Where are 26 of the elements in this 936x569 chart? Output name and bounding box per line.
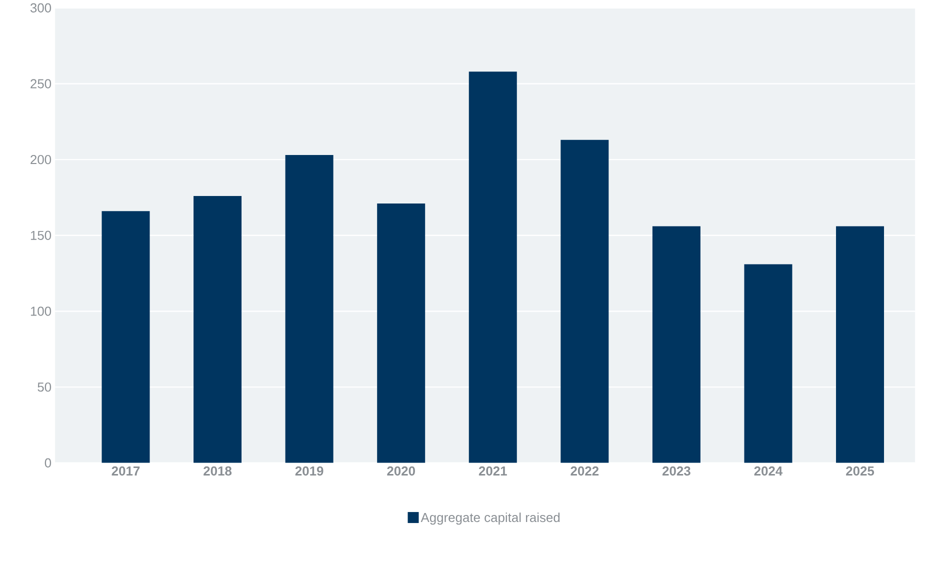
bar	[468, 72, 517, 463]
bar	[194, 196, 242, 463]
x-tick-label: 2017	[112, 466, 140, 476]
y-tick-label: 100	[30, 306, 52, 316]
y-tick-label: 50	[38, 382, 52, 392]
y-tick-label: 300	[30, 3, 52, 12]
x-tick-label: 2021	[478, 466, 507, 476]
x-tick-label: 2019	[295, 466, 324, 476]
bar	[560, 140, 609, 463]
y-tick-label: 0	[44, 458, 52, 468]
y-tick-label: 150	[30, 230, 52, 240]
bar	[102, 211, 150, 463]
legend-label: Aggregate capital raised	[420, 512, 560, 525]
x-tick-label: 2018	[204, 466, 232, 476]
x-tick-label: 2022	[570, 466, 599, 476]
bar	[744, 264, 792, 463]
x-tick-label: 2020	[387, 466, 415, 476]
bar	[377, 204, 426, 463]
y-tick-label: 200	[30, 154, 52, 164]
bar	[836, 226, 884, 463]
bar	[652, 226, 700, 463]
x-tick-label: 2024	[754, 466, 783, 476]
bar	[285, 154, 334, 463]
y-tick-label: 250	[30, 79, 52, 88]
x-tick-label: 2023	[662, 466, 690, 476]
x-tick-label: 2025	[846, 466, 874, 476]
